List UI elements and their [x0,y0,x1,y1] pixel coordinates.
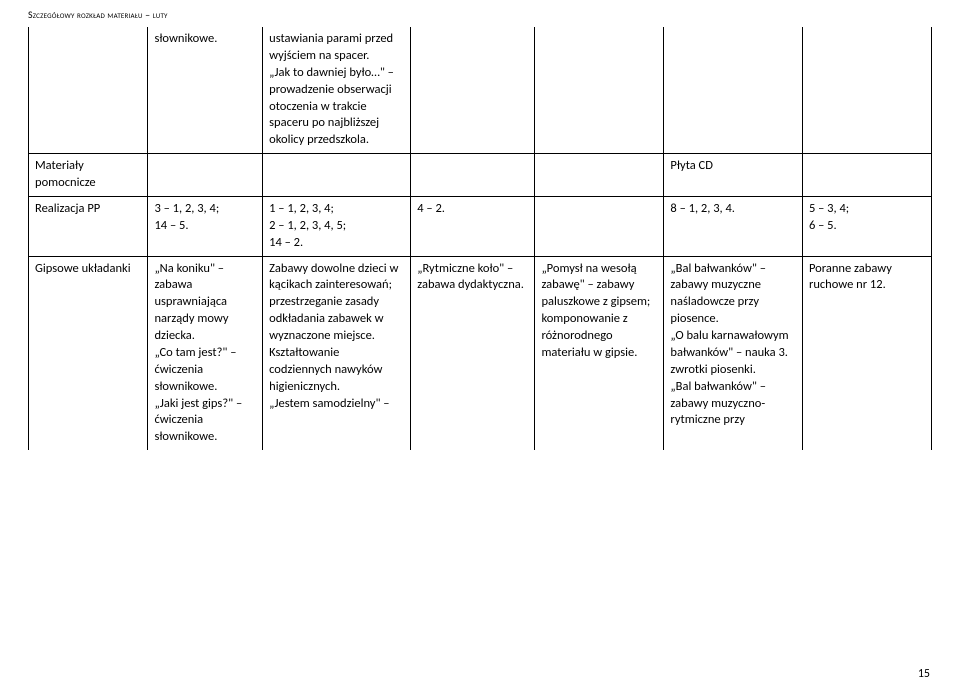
cell [802,154,931,197]
cell [535,27,664,154]
cell: „Bal bałwanków" – zabawy muzyczne naślad… [664,256,803,450]
table-row: Realizacja PP 3 – 1, 2, 3, 4;14 – 5. 1 –… [29,196,932,256]
cell: Płyta CD [664,154,803,197]
cell [802,27,931,154]
cell: 5 – 3, 4;6 – 5. [802,196,931,256]
page-number: 15 [918,667,930,681]
page: Szczegółowy rozkład materiału – luty sło… [0,0,960,687]
cell: ustawiania parami przed wyjściem na spac… [263,27,411,154]
cell-row-label: Realizacja PP [29,196,148,256]
cell [29,27,148,154]
cell [535,154,664,197]
cell: słownikowe. [148,27,263,154]
cell-row-label: Gipsowe układanki [29,256,148,450]
cell: Zabawy dowolne dzieci w kącikach zainter… [263,256,411,450]
cell [263,154,411,197]
schedule-table: słownikowe. ustawiania parami przed wyjś… [28,27,932,450]
cell: 4 – 2. [411,196,535,256]
table-row: słownikowe. ustawiania parami przed wyjś… [29,27,932,154]
page-header: Szczegółowy rozkład materiału – luty [28,8,932,21]
table-row: Gipsowe układanki „Na koniku" – zabawa u… [29,256,932,450]
cell: Poranne zabawy ruchowe nr 12. [802,256,931,450]
cell [664,27,803,154]
cell: „Pomysł na wesołą zabawę" – zabawy palus… [535,256,664,450]
cell: „Na koniku" – zabawa usprawniająca narzą… [148,256,263,450]
cell: 8 – 1, 2, 3, 4. [664,196,803,256]
cell: „Rytmiczne koło" – zabawa dydaktyczna. [411,256,535,450]
cell [411,154,535,197]
cell [535,196,664,256]
cell: 1 – 1, 2, 3, 4;2 – 1, 2, 3, 4, 5;14 – 2. [263,196,411,256]
cell: 3 – 1, 2, 3, 4;14 – 5. [148,196,263,256]
table-row: Materiały pomocnicze Płyta CD [29,154,932,197]
cell [148,154,263,197]
cell [411,27,535,154]
cell-row-label: Materiały pomocnicze [29,154,148,197]
